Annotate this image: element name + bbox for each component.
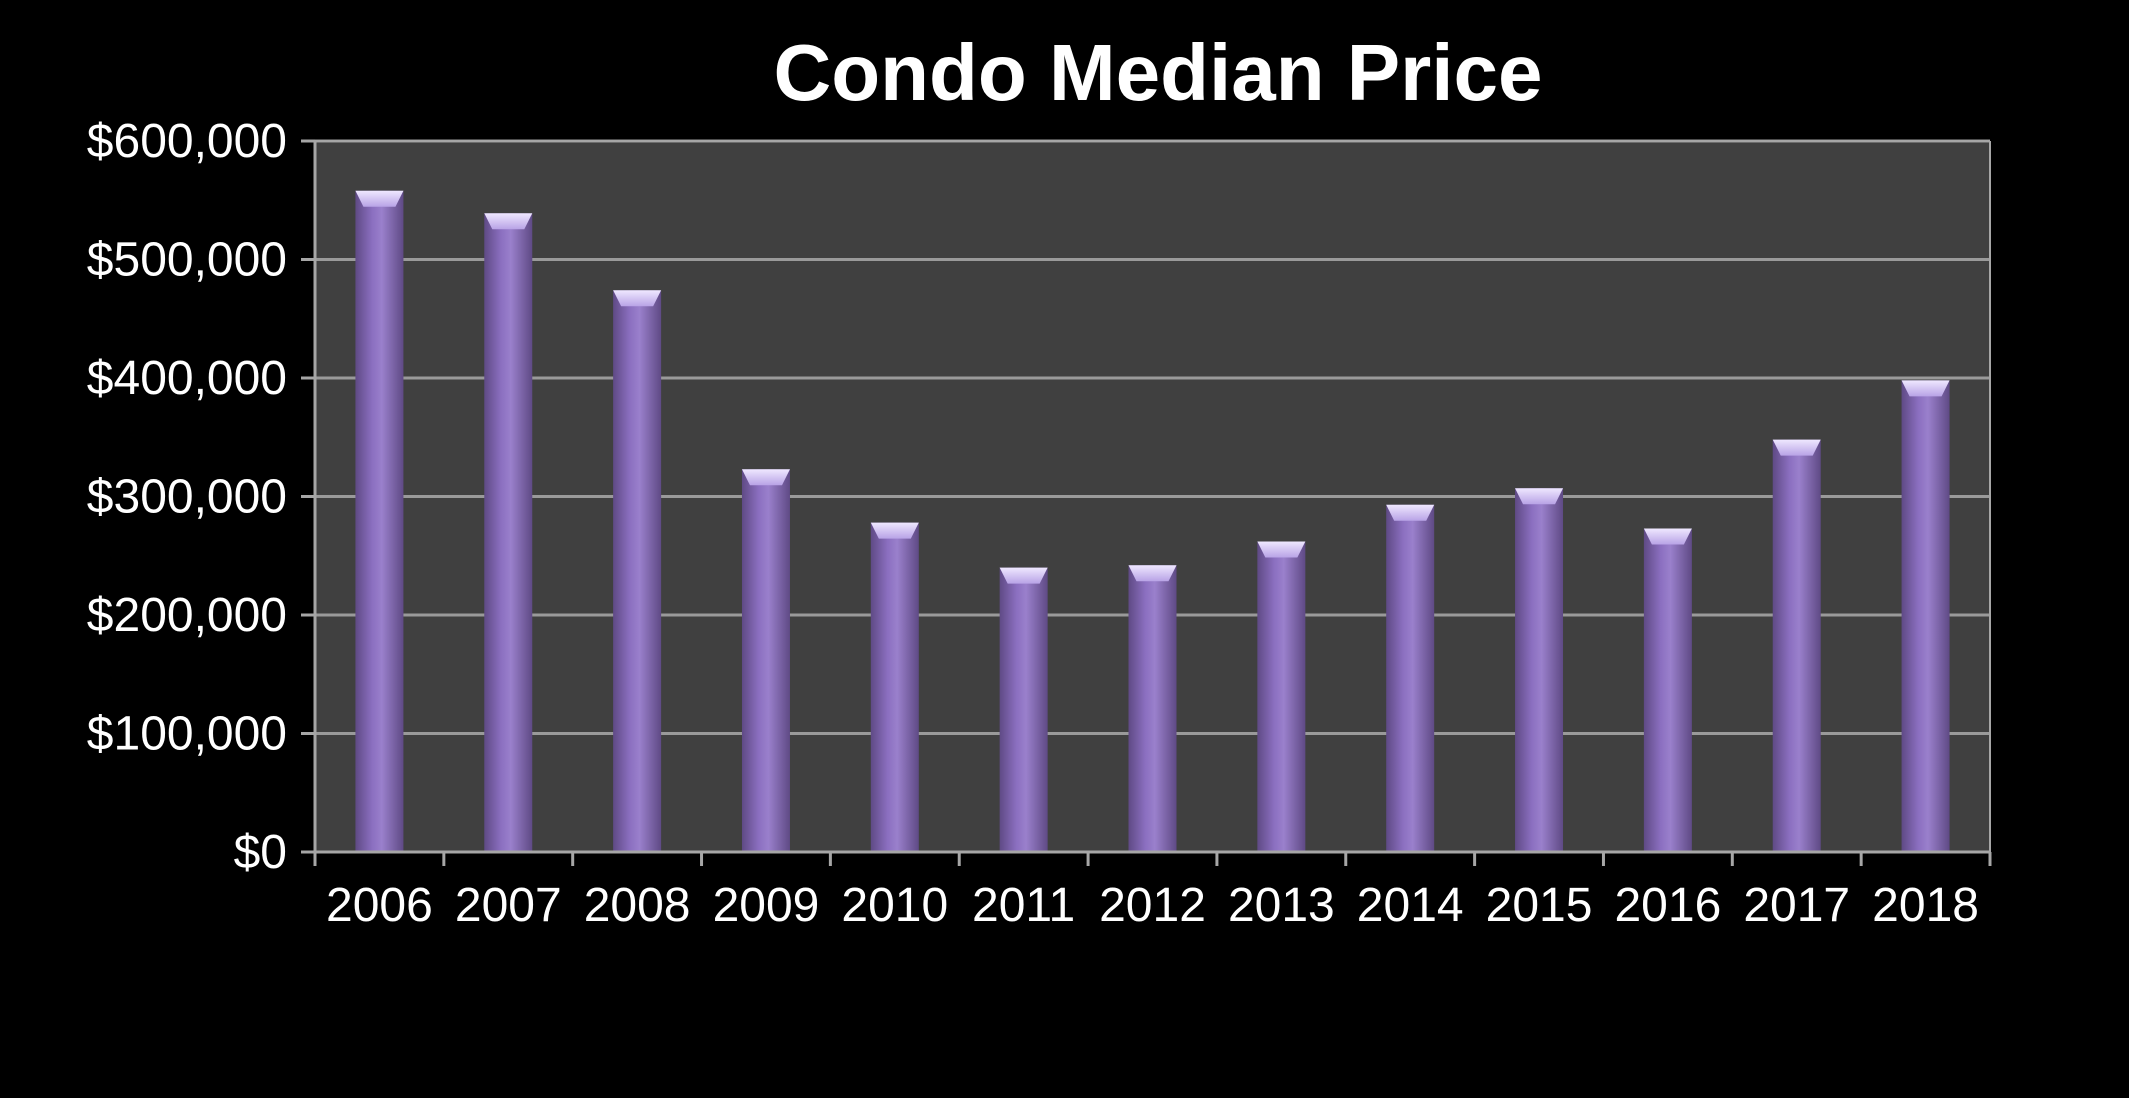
bar-cap: [484, 213, 533, 230]
bar-cap: [870, 522, 919, 539]
bar: [613, 290, 662, 852]
bar: [870, 522, 919, 852]
x-tick-label: 2011: [972, 879, 1075, 932]
bar-2018: [1901, 380, 1950, 852]
y-tick-label: $400,000: [87, 352, 287, 405]
bar-cap: [1772, 439, 1821, 456]
x-tick-label: 2014: [1357, 879, 1464, 932]
bar-2012: [1128, 565, 1177, 852]
bar: [355, 190, 404, 852]
bar: [1901, 380, 1950, 852]
y-tick-label: $500,000: [87, 234, 287, 287]
x-tick-label: 2007: [455, 879, 562, 932]
x-tick-label: 2013: [1228, 879, 1335, 932]
x-tick-label: 2012: [1099, 879, 1206, 932]
bar-2008: [613, 290, 662, 852]
x-tick-label: 2009: [713, 879, 820, 932]
bar: [1386, 504, 1435, 852]
bar-cap: [1901, 380, 1950, 397]
bar-cap: [1386, 504, 1435, 521]
bar-2014: [1386, 504, 1435, 852]
bar: [484, 213, 533, 852]
bar-2017: [1772, 439, 1821, 852]
y-tick-label: $100,000: [87, 708, 287, 761]
bar-2006: [355, 190, 404, 852]
bar-2007: [484, 213, 533, 852]
bar: [999, 567, 1048, 852]
bar: [1257, 541, 1306, 852]
x-tick-labels: 2006 2007 2008 2009 2010 2011 2012 2013 2014 2015…: [326, 879, 1979, 932]
x-tick-label: 2008: [584, 879, 691, 932]
y-tick-label: $0: [234, 826, 287, 879]
x-tick-label: 2006: [326, 879, 433, 932]
bar: [1128, 565, 1177, 852]
bars: [355, 190, 1950, 852]
bar-2013: [1257, 541, 1306, 852]
x-tick-label: 2015: [1486, 879, 1593, 932]
bar-cap: [741, 469, 790, 486]
y-tick-labels: $0 $100,000 $200,000 $300,000 $400,000 $500,0…: [87, 115, 287, 879]
x-tick-label: 2018: [1872, 879, 1979, 932]
bar: [1643, 528, 1692, 852]
bar: [1515, 488, 1564, 852]
bar-cap: [1128, 565, 1177, 582]
bar-cap: [613, 290, 662, 307]
x-tick-label: 2010: [841, 879, 948, 932]
bar-cap: [1515, 488, 1564, 505]
bar-2016: [1643, 528, 1692, 852]
x-tick-label: 2017: [1743, 879, 1850, 932]
chart-title: Condo Median Price: [774, 28, 1543, 117]
bar: [741, 469, 790, 852]
bar-2015: [1515, 488, 1564, 852]
x-tick-label: 2016: [1614, 879, 1721, 932]
y-tick-label: $200,000: [87, 589, 287, 642]
bar-cap: [1643, 528, 1692, 545]
bar-cap: [355, 190, 404, 207]
y-tick-label: $300,000: [87, 471, 287, 524]
bar-2010: [870, 522, 919, 852]
y-tick-label: $600,000: [87, 115, 287, 168]
axes: [301, 139, 1992, 866]
bar-cap: [999, 567, 1048, 584]
bar-cap: [1257, 541, 1306, 558]
bar-2011: [999, 567, 1048, 852]
bar-2009: [741, 469, 790, 852]
bar: [1772, 439, 1821, 852]
